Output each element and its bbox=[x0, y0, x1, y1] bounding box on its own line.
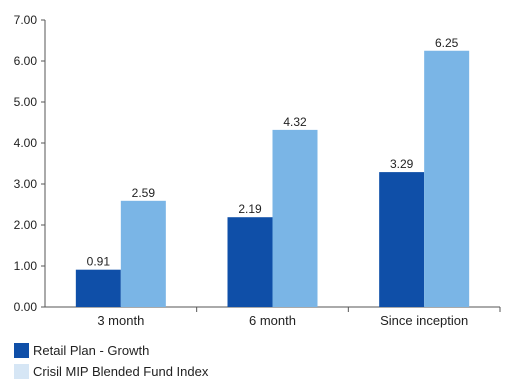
x-category-label: 3 month bbox=[97, 313, 144, 328]
bar-crisil-mip-blended-fund-index-6-month bbox=[272, 129, 318, 307]
bar-retail-plan-growth-3-month bbox=[75, 269, 121, 307]
data-label: 0.91 bbox=[87, 255, 111, 269]
y-tick-label: 5.00 bbox=[14, 95, 38, 109]
y-tick-label: 0.00 bbox=[14, 300, 38, 314]
y-tick-label: 2.00 bbox=[14, 218, 38, 232]
bar-chart: 0.00 1.00 2.00 3.00 4.00 5.00 6.00 7.00 0.91 2.59… bbox=[14, 13, 501, 328]
legend-swatch-retail bbox=[14, 343, 29, 358]
bar-crisil-mip-blended-fund-index-3-month bbox=[120, 200, 166, 307]
bar-retail-plan-growth-6-month bbox=[227, 217, 273, 307]
bar-crisil-mip-blended-fund-index-since-inception bbox=[424, 50, 470, 307]
data-label: 2.19 bbox=[238, 202, 262, 216]
legend-item-crisil-index: Crisil MIP Blended Fund Index bbox=[14, 361, 208, 382]
y-tick-label: 4.00 bbox=[14, 136, 38, 150]
legend-item-retail-plan-growth: Retail Plan - Growth bbox=[14, 340, 208, 361]
y-tick-label: 6.00 bbox=[14, 54, 38, 68]
y-tick-label: 3.00 bbox=[14, 177, 38, 191]
data-label: 2.59 bbox=[132, 186, 156, 200]
y-tick-label: 1.00 bbox=[14, 259, 38, 273]
legend-label-retail: Retail Plan - Growth bbox=[33, 343, 150, 358]
data-label: 3.29 bbox=[390, 157, 414, 171]
legend-label-crisil: Crisil MIP Blended Fund Index bbox=[33, 364, 209, 379]
data-label: 4.32 bbox=[283, 115, 307, 129]
legend-swatch-crisil bbox=[14, 364, 29, 379]
y-tick-label: 7.00 bbox=[14, 13, 38, 27]
bar-retail-plan-growth-since-inception bbox=[379, 172, 425, 307]
legend: Retail Plan - Growth Crisil MIP Blended … bbox=[14, 340, 208, 382]
data-label: 6.25 bbox=[435, 36, 459, 50]
x-category-label: 6 month bbox=[249, 313, 296, 328]
x-category-label: Since inception bbox=[380, 313, 468, 328]
